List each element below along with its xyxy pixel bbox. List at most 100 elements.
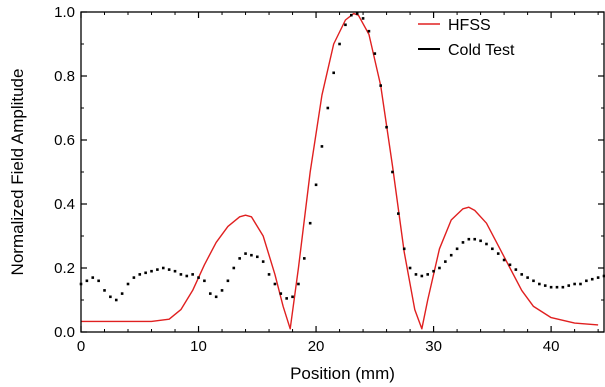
data-point xyxy=(232,266,236,270)
data-point xyxy=(590,277,594,281)
data-point xyxy=(514,268,518,271)
data-point xyxy=(150,269,153,273)
x-tick-label: 0 xyxy=(77,338,85,355)
data-point xyxy=(120,292,124,295)
data-point xyxy=(279,292,283,295)
data-point xyxy=(220,289,224,292)
data-point xyxy=(502,258,506,262)
data-point xyxy=(132,276,136,279)
data-point xyxy=(173,269,177,273)
y-tick-label: 0.6 xyxy=(54,132,75,149)
data-point xyxy=(350,13,353,17)
data-point xyxy=(244,252,247,255)
y-tick-label: 0.4 xyxy=(54,196,75,213)
y-tick-label: 0.0 xyxy=(54,324,75,341)
data-point xyxy=(391,170,394,174)
data-point xyxy=(367,29,371,33)
data-point xyxy=(285,297,288,300)
data-point xyxy=(314,183,318,187)
data-point xyxy=(208,292,212,295)
data-point xyxy=(555,285,559,289)
data-point xyxy=(203,279,206,283)
data-point xyxy=(543,284,547,287)
data-point xyxy=(97,279,100,283)
plot-frame xyxy=(80,11,605,333)
data-point xyxy=(479,239,482,243)
data-point xyxy=(385,125,388,129)
data-point xyxy=(414,273,418,276)
data-point xyxy=(308,221,312,225)
data-point xyxy=(197,276,200,279)
data-point xyxy=(379,84,382,87)
y-tick-label: 0.2 xyxy=(54,260,75,277)
x-tick-label: 10 xyxy=(190,338,207,355)
data-point xyxy=(455,247,459,251)
data-point xyxy=(397,212,400,215)
data-point xyxy=(167,268,171,271)
legend: HFSS Cold Test xyxy=(418,17,515,59)
data-layer xyxy=(79,12,605,330)
data-point xyxy=(255,255,259,259)
y-tick-label: 1.0 xyxy=(54,4,75,21)
data-point xyxy=(185,274,189,278)
data-point xyxy=(291,295,294,299)
data-point xyxy=(461,241,465,244)
data-point xyxy=(109,295,112,299)
data-point xyxy=(361,17,365,20)
data-point xyxy=(214,295,218,299)
data-point xyxy=(250,253,253,257)
data-point xyxy=(144,271,147,275)
data-point xyxy=(273,282,277,286)
data-point xyxy=(538,282,541,286)
data-point xyxy=(114,298,118,302)
data-point xyxy=(355,12,359,15)
data-point xyxy=(567,284,571,287)
data-point xyxy=(261,260,265,263)
data-point xyxy=(320,145,324,148)
x-tick-label: 20 xyxy=(308,338,325,355)
data-point xyxy=(473,237,477,241)
data-point xyxy=(373,52,377,55)
data-point xyxy=(420,274,424,278)
data-point xyxy=(438,266,441,270)
x-axis-title: Position (mm) xyxy=(290,364,395,383)
data-point xyxy=(432,269,435,273)
data-point xyxy=(103,289,106,292)
data-point xyxy=(449,253,453,257)
data-point xyxy=(126,282,130,286)
data-point xyxy=(344,23,347,27)
data-point xyxy=(426,273,430,276)
data-point xyxy=(508,263,512,267)
data-point xyxy=(585,279,588,283)
x-tick-label: 30 xyxy=(425,338,442,355)
data-point xyxy=(526,276,529,279)
data-point xyxy=(156,268,159,271)
data-point xyxy=(561,285,565,289)
data-point xyxy=(297,282,300,286)
data-point xyxy=(485,242,488,246)
data-point xyxy=(303,257,306,260)
data-point xyxy=(326,106,330,110)
data-point xyxy=(338,42,341,46)
data-point xyxy=(596,276,600,279)
data-point xyxy=(496,252,500,255)
legend-label: Cold Test xyxy=(448,42,515,59)
data-point xyxy=(179,273,183,276)
data-point xyxy=(161,266,165,270)
data-point xyxy=(408,266,412,270)
data-point xyxy=(238,257,241,260)
data-point xyxy=(579,282,582,286)
legend-label: HFSS xyxy=(448,17,491,34)
x-tick-label: 40 xyxy=(543,338,560,355)
data-point xyxy=(91,276,95,279)
data-point xyxy=(402,247,406,251)
data-point xyxy=(491,247,494,251)
data-point xyxy=(267,273,271,276)
plot-area xyxy=(79,11,605,333)
data-point xyxy=(85,279,89,283)
y-tick-label: 0.8 xyxy=(54,68,75,85)
data-point xyxy=(532,279,535,283)
data-point xyxy=(573,282,576,286)
axis-ticks xyxy=(80,11,604,333)
